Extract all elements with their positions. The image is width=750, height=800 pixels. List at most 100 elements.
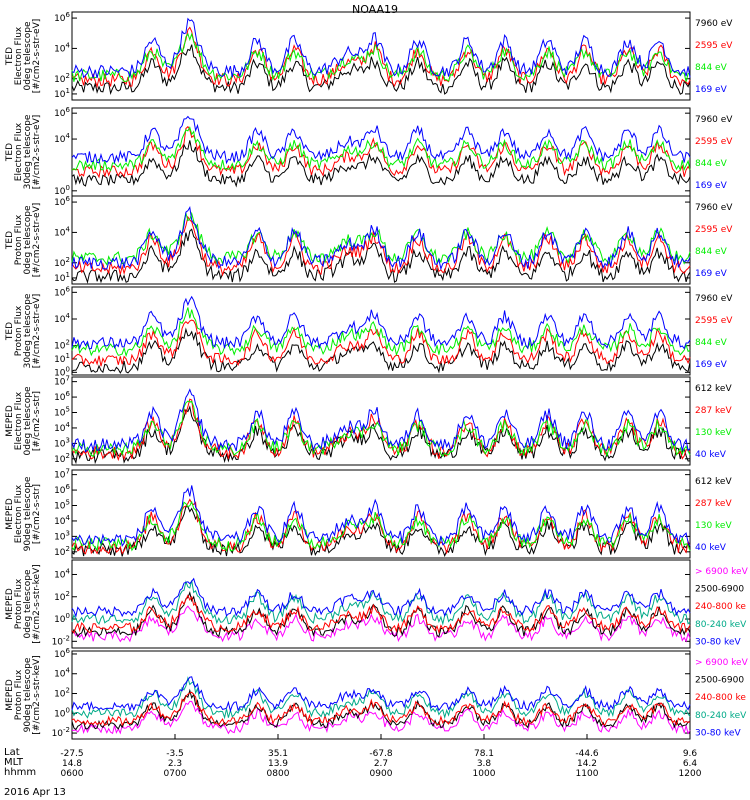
series-line-2-0 <box>71 228 691 284</box>
x-tick-label: 14.8 <box>62 759 82 769</box>
legend-entry: 2500-6900 <box>695 585 744 595</box>
x-tick-label: -44.6 <box>575 749 599 759</box>
series-line-0-1 <box>71 26 691 89</box>
y-tick-label: 102 <box>54 687 70 700</box>
series-line-6-2 <box>71 594 691 635</box>
y-tick-label: 101 <box>54 271 70 284</box>
legend-entry: 612 keV <box>695 384 732 394</box>
y-tick-label: 106 <box>54 106 70 119</box>
y-tick-label: 102 <box>54 452 70 465</box>
y-axis-label: [#/cm2-s-str-keV] <box>32 564 42 643</box>
x-row-label-lat: Lat <box>4 747 20 758</box>
x-row-label-mlt: MLT <box>4 757 23 768</box>
y-tick-label: 100 <box>54 612 70 625</box>
series-line-1-0 <box>71 140 691 188</box>
y-axis-label: Proton Flux <box>14 578 24 629</box>
y-tick-label: 106 <box>54 390 70 403</box>
x-tick-label: 1200 <box>679 769 702 779</box>
y-axis-label: TED <box>5 231 15 250</box>
x-tick-label: 1000 <box>473 769 496 779</box>
x-tick-label: -27.5 <box>60 749 83 759</box>
y-axis-label: [#/cm2-s-str] <box>32 391 42 451</box>
legend-entry: 169 eV <box>695 269 728 279</box>
x-tick-label: 3.8 <box>477 759 492 769</box>
y-tick-label: 104 <box>54 225 70 238</box>
x-tick-label: -3.5 <box>166 749 184 759</box>
legend-entry: 40 keV <box>695 543 727 553</box>
series-line-6-4 <box>71 577 691 618</box>
legend-entry: 844 eV <box>695 63 728 73</box>
legend-entry: 844 eV <box>695 159 728 169</box>
y-axis-label: [#/cm2-s-str] <box>32 484 42 544</box>
series-line-7-1 <box>71 688 691 731</box>
y-axis-label: 90deg telescope <box>23 657 33 732</box>
y-tick-label: 102 <box>54 256 70 269</box>
series-line-5-0 <box>71 506 691 558</box>
y-axis-label: MEPED <box>5 679 15 711</box>
x-row-label-hhmm: hhmm <box>4 767 37 778</box>
y-tick-label: 106 <box>54 11 70 24</box>
series-line-2-3 <box>71 206 691 271</box>
panel-frame <box>71 559 691 649</box>
legend-entry: 287 keV <box>695 499 732 509</box>
panel-frame <box>71 11 691 101</box>
legend-entry: 7960 eV <box>695 294 733 304</box>
y-tick-label: 106 <box>54 195 70 208</box>
series-line-0-2 <box>71 32 691 82</box>
legend-entry: 2595 eV <box>695 41 733 51</box>
panel-frame <box>71 376 691 466</box>
y-tick-label: 106 <box>54 483 70 496</box>
legend-entry: 40 keV <box>695 450 727 460</box>
y-axis-label: [#/cm2-s-str-eV] <box>32 203 42 278</box>
y-axis-label: 30deg telescope <box>23 293 33 368</box>
legend-entry: 169 eV <box>695 85 728 95</box>
series-line-3-2 <box>71 307 691 358</box>
panel-frame <box>71 469 691 559</box>
y-axis-label: Electron Flux <box>14 484 24 543</box>
y-tick-label: 104 <box>54 421 70 434</box>
y-axis-label: Electron Flux <box>14 122 24 181</box>
y-axis-label: 0deg telescope <box>23 386 33 456</box>
y-tick-label: 104 <box>54 667 70 680</box>
chart-title: NOAA19 <box>351 3 399 16</box>
series-line-4-0 <box>71 405 691 465</box>
legend-entry: 2595 eV <box>695 137 733 147</box>
legend-entry: > 6900 keV <box>695 567 749 577</box>
series-line-2-2 <box>71 211 691 266</box>
x-tick-label: 0800 <box>267 769 290 779</box>
y-tick-label: 102 <box>54 72 70 85</box>
x-tick-label: 13.9 <box>268 759 288 769</box>
y-axis-label: 30deg telescope <box>23 114 33 189</box>
series-line-5-3 <box>71 485 691 548</box>
y-axis-label: Proton Flux <box>14 305 24 356</box>
y-tick-label: 102 <box>54 545 70 558</box>
y-tick-label: 103 <box>54 529 70 542</box>
legend-entry: 612 keV <box>695 477 732 487</box>
legend-entry: 2500-6900 <box>695 676 744 686</box>
x-tick-label: -67.8 <box>369 749 393 759</box>
x-tick-label: 6.4 <box>683 759 698 769</box>
legend-entry: 2595 eV <box>695 225 733 235</box>
y-axis-label: MEPED <box>5 498 15 530</box>
y-tick-label: 104 <box>54 41 70 54</box>
x-tick-label: 78.1 <box>474 749 494 759</box>
y-axis-label: [#/cm2-s-str-eV] <box>32 19 42 94</box>
y-tick-label: 104 <box>54 567 70 580</box>
y-axis-label: TED <box>5 322 15 341</box>
legend-entry: 130 keV <box>695 428 732 438</box>
series-line-6-0 <box>71 605 691 643</box>
y-tick-label: 10-2 <box>52 726 70 739</box>
legend-entry: 7960 eV <box>695 203 733 213</box>
legend-entry: 844 eV <box>695 247 728 257</box>
x-tick-label: 1100 <box>576 769 599 779</box>
y-tick-label: 102 <box>54 590 70 603</box>
y-axis-label: [#/cm2-s-str-keV] <box>32 655 42 734</box>
legend-entry: 240-800 ke <box>695 693 746 703</box>
series-line-1-2 <box>71 126 691 172</box>
y-tick-label: 105 <box>54 499 70 512</box>
y-axis-label: Proton Flux <box>14 214 24 265</box>
x-tick-label: 9.6 <box>683 749 698 759</box>
legend-entry: 7960 eV <box>695 19 733 29</box>
